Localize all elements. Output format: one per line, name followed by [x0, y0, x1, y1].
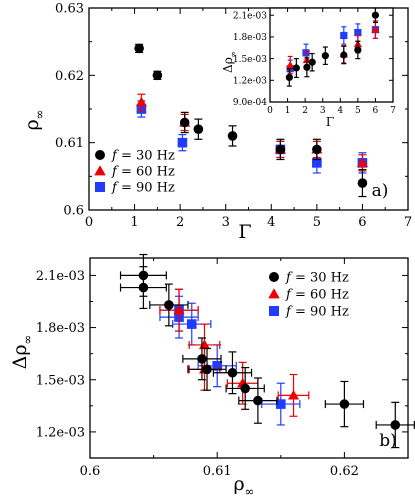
inset-data-point — [340, 51, 348, 59]
panel-a-x-tick-label: 1 — [130, 215, 138, 230]
inset-x-tick-label: 4 — [337, 106, 343, 116]
panel-b-data-point — [227, 367, 238, 378]
panel-b-legend-label: f = 90 Hz — [285, 305, 349, 320]
inset-y-tick-label: 2.1e-03 — [233, 11, 267, 21]
inset-data-point — [303, 63, 311, 71]
panel-b-x-tick-label: 0.6 — [80, 464, 101, 479]
inset-data-point — [286, 60, 295, 69]
panel-b-data-point — [253, 395, 263, 406]
inset-data-point — [308, 58, 316, 66]
panel-b-data-point — [212, 361, 222, 371]
panel-a-x-tick-label: 4 — [267, 215, 275, 230]
panel-b-data-point — [164, 300, 174, 310]
panel-a-data-point — [177, 137, 188, 148]
panel-a-y-tick-label: 0.6 — [63, 204, 84, 219]
panel-a-x-tick-label: 2 — [176, 215, 184, 230]
inset-x-tick-label: 0 — [267, 106, 273, 116]
panel-a-data-point — [193, 124, 204, 134]
panel-b-y-tick-label: 1.5e-03 — [36, 373, 85, 388]
inset-x-tick-label: 1 — [285, 106, 291, 116]
panel-a-legend-marker — [94, 165, 106, 176]
panel-a-data-point — [134, 43, 144, 54]
panel-a-legend-marker — [95, 150, 105, 160]
panel-a-x-tick-label: 7 — [404, 215, 412, 230]
panel-a-data-point — [227, 131, 238, 141]
inset-y-tick-label: 1.8e-03 — [233, 33, 267, 43]
panel-a-y-tick-label: 0.61 — [55, 136, 84, 151]
inset-data-point — [321, 52, 329, 60]
panel-b-legend-marker — [269, 272, 279, 282]
inset-y-tick-label: 9.0e-04 — [233, 98, 267, 108]
inset-x-tick-label: 3 — [320, 106, 326, 116]
panel-b-label: b) — [379, 431, 397, 451]
panel-a-data-point — [312, 144, 322, 155]
panel-b-data-point — [202, 364, 212, 375]
panel-a-data-point — [312, 158, 322, 168]
panel-b-legend-label: f = 60 Hz — [285, 288, 349, 303]
panel-a-data-point — [135, 96, 147, 107]
panel-a-x-tick-label: 6 — [358, 215, 366, 230]
panel-a-legend-label: f = 30 Hz — [111, 149, 175, 164]
panel-b-data-point — [138, 282, 149, 293]
panel-b-chart: 0.6 0.61 0.62 1.2e-03 1.5e-03 1.8e-03 2.1e-03 f… — [9, 253, 415, 498]
panel-b-legend-marker — [269, 306, 279, 316]
inset-data-point — [354, 46, 362, 54]
panel-a-legend-marker — [95, 182, 105, 192]
panel-a-y-axis-label: ρ∞ — [21, 110, 46, 131]
inset-x-tick-label: 6 — [373, 106, 379, 116]
inset-y-tick-label: 1.2e-03 — [233, 76, 267, 86]
panel-a-x-axis-label: Γ — [238, 221, 251, 243]
panel-a-y-tick-label: 0.62 — [55, 69, 84, 84]
inset-x-tick-label: 7 — [390, 106, 396, 116]
panel-b-data-point — [197, 354, 207, 364]
panel-b-legend-marker — [268, 288, 280, 299]
panel-a-x-tick-label: 5 — [313, 215, 321, 230]
panel-a-data-point — [179, 117, 190, 128]
inset-data-point — [292, 64, 300, 72]
panel-b-data-point — [240, 383, 250, 394]
panel-b-y-tick-label: 1.8e-03 — [36, 321, 85, 336]
panel-b-y-tick-label: 2.1e-03 — [36, 269, 85, 284]
inset-y-axis-label: Δρ∞ — [221, 51, 237, 73]
panel-a-inset-chart: 0 1 2 3 4 5 6 7 9.0e-04 1.2e-03 1.5e-03 1.8e-03 2.1e… — [221, 7, 396, 129]
inset-data-point — [371, 25, 380, 33]
panel-b-data-point — [173, 304, 185, 315]
panel-a-x-tick-label: 3 — [222, 215, 230, 230]
panel-a-y-tick-label: 0.63 — [55, 2, 84, 17]
panel-b-x-tick-label: 0.62 — [330, 464, 359, 479]
panel-b-y-tick-label: 1.2e-03 — [36, 425, 85, 440]
panel-a-data-point — [357, 178, 368, 188]
panel-a-data-point — [356, 157, 368, 168]
panel-b-data-point — [276, 399, 286, 409]
panel-b-y-axis-label: Δρ∞ — [9, 335, 34, 370]
inset-data-point — [302, 49, 310, 57]
inset-data-point — [285, 73, 293, 82]
panel-b-data-point — [339, 399, 350, 409]
panel-a-label: a) — [372, 181, 389, 201]
panel-b-x-tick-label: 0.61 — [203, 464, 232, 479]
panel-a-legend-label: f = 60 Hz — [111, 165, 175, 180]
inset-data-point — [340, 31, 348, 40]
inset-x-tick-label: 5 — [355, 106, 361, 116]
panel-b-x-axis-label: ρ∞ — [234, 473, 255, 498]
panel-b-data-point — [288, 389, 300, 400]
inset-x-tick-label: 2 — [302, 106, 308, 116]
inset-data-point — [371, 11, 380, 19]
panel-a-data-point — [275, 144, 286, 155]
inset-y-tick-label: 1.5e-03 — [233, 55, 267, 65]
panel-a-legend-label: f = 90 Hz — [111, 181, 175, 196]
panel-a-x-tick-label: 0 — [85, 215, 93, 230]
panel-b-legend-label: f = 30 Hz — [285, 271, 349, 286]
inset-data-point — [354, 28, 362, 37]
panel-b-data-point — [390, 420, 401, 430]
inset-x-axis-label: Γ — [326, 115, 334, 129]
panel-a-data-point — [152, 70, 163, 81]
panel-b-data-point — [186, 319, 197, 329]
